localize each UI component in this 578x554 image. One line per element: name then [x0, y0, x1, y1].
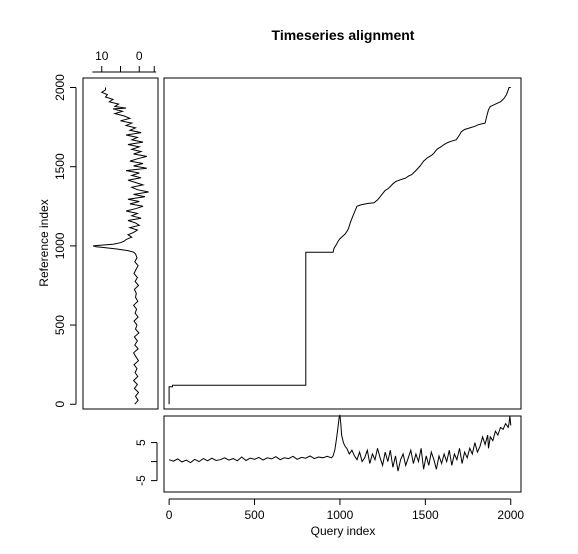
reference-axis-label: Reference index	[37, 199, 51, 286]
query-bottom-tick-label: 1000	[327, 508, 354, 522]
reference-left-tick-label: 2000	[53, 74, 67, 101]
query-plot-frame	[163, 415, 522, 493]
query-series-line	[168, 414, 512, 472]
alignment-panel	[163, 77, 522, 410]
chart-title: Timeseries alignment	[272, 27, 415, 43]
reference-left-tick-label: 1000	[53, 232, 67, 259]
reference-left-tick-label: 500	[53, 315, 67, 335]
reference-left-tick-label: 0	[53, 401, 67, 408]
query-panel: 0 500 1000 1500 2000 -5 5	[134, 414, 524, 522]
reference-plot-frame	[82, 77, 159, 410]
reference-left-tick-label: 1500	[53, 153, 67, 180]
reference-top-tick-label: 10	[95, 49, 109, 63]
query-axis-label: Query index	[311, 524, 376, 538]
query-left-tick-label: 5	[134, 439, 148, 446]
reference-series-line	[92, 87, 149, 405]
query-left-tick-label: -5	[134, 475, 148, 486]
alignment-path-line	[168, 87, 511, 405]
alignment-plot-frame	[163, 77, 522, 410]
query-bottom-tick-label: 500	[245, 508, 265, 522]
query-bottom-tick-label: 2000	[497, 508, 524, 522]
reference-top-tick-label: 0	[136, 49, 143, 63]
query-bottom-tick-label: 1500	[412, 508, 439, 522]
query-bottom-tick-label: 0	[166, 508, 173, 522]
